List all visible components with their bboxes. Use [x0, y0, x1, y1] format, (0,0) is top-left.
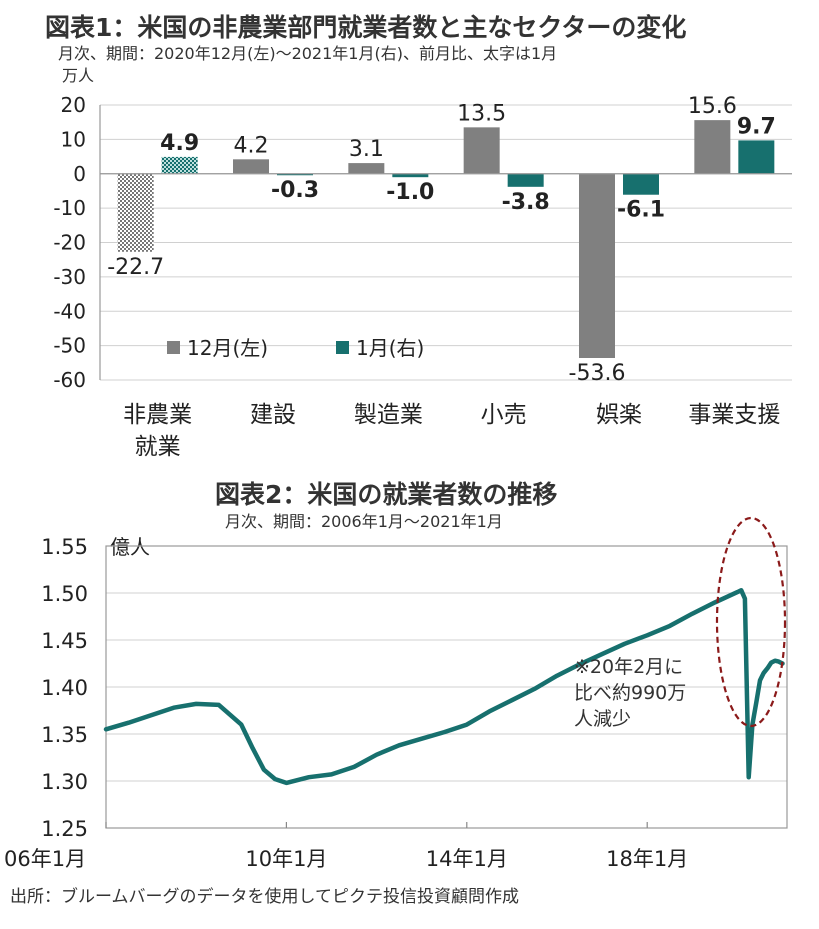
legend-swatch: [167, 341, 180, 354]
category-label: 娯楽: [596, 402, 642, 428]
category-label: 就業: [135, 434, 181, 460]
value-label: 15.6: [688, 94, 737, 119]
value-label: -53.6: [569, 361, 626, 386]
value-label: 4.2: [234, 133, 269, 158]
bar-dec: [348, 163, 385, 174]
bar-jan: [161, 156, 198, 174]
annotation-text: 比べ約990万: [574, 682, 686, 704]
y-tick-label: 1.45: [41, 629, 88, 653]
value-label: 3.1: [349, 137, 384, 162]
bar-jan: [392, 173, 429, 178]
chart1-bar-chart: -22.7 4.9 4.2-0.3 3.1-1.0 13.5 -3.8 -53.6 -6.1 1…: [53, 93, 792, 460]
value-label: 13.5: [457, 101, 506, 126]
chart2-title: 図表2：米国の就業者数の推移: [215, 480, 558, 509]
y-tick-label: 0: [73, 162, 86, 186]
y-tick-label: -50: [53, 334, 86, 358]
chart1-subtitle: 月次、期間：2020年12月(左)～2021年1月(右)、前月比、太字は1月: [58, 44, 558, 63]
chart1-title: 図表1：米国の非農業部門就業者数と主なセクターの変化: [45, 13, 687, 42]
y-tick-label: 1.35: [41, 723, 88, 747]
value-label: -1.0: [386, 180, 434, 205]
y-unit-label: 億人: [110, 535, 150, 559]
y-tick-label: 1.25: [41, 817, 88, 841]
legend-label: 12月(左): [187, 336, 268, 360]
x-tick-label: 18年1月: [606, 847, 688, 871]
value-label: -22.7: [107, 255, 164, 280]
bar-dec: [233, 159, 269, 174]
legend-swatch: [336, 341, 349, 354]
employment-line: [103, 587, 785, 786]
annotation-text: 人減少: [574, 708, 631, 730]
y-tick-label: 1.30: [41, 770, 88, 794]
category-label: 製造業: [354, 402, 423, 428]
category-label: 非農業: [123, 402, 192, 428]
bar-jan: [507, 173, 544, 187]
highlight-ellipse: [715, 516, 787, 728]
source-note: 出所：ブルームバーグのデータを使用してピクテ投信投資顧問作成: [10, 887, 519, 907]
y-tick-label: 10: [61, 127, 86, 151]
y-tick-label: -10: [53, 196, 86, 220]
y-tick-label: -20: [53, 231, 86, 255]
plot-frame: [105, 545, 788, 829]
bar-dec: [579, 173, 615, 358]
x-tick-label: 10年1月: [245, 847, 327, 871]
x-tick-label: 06年1月: [4, 847, 86, 871]
category-label: 小売: [481, 402, 527, 428]
value-label: -3.8: [502, 190, 550, 215]
bar-dec: [117, 173, 154, 252]
annotation-text: ※20年2月に: [574, 656, 683, 678]
bar-dec: [694, 120, 731, 174]
value-label: -0.3: [271, 178, 319, 203]
chart2-subtitle: 月次、期間：2006年1月～2021年1月: [225, 512, 503, 531]
x-tick-label: 14年1月: [426, 847, 508, 871]
value-label: 9.7: [737, 114, 776, 139]
bar-jan: [623, 173, 659, 195]
y-tick-label: 1.40: [41, 676, 88, 700]
y-tick-label: -30: [53, 265, 86, 289]
category-label: 建設: [250, 402, 296, 428]
category-label: 事業支援: [688, 402, 780, 428]
value-label: -6.1: [617, 198, 665, 223]
legend-label: 1月(右): [356, 336, 424, 360]
bar-jan: [277, 173, 313, 176]
y-tick-label: -40: [53, 299, 86, 323]
y-tick-label: -60: [53, 368, 86, 392]
bar-dec: [463, 127, 500, 174]
y-tick-label: 1.50: [41, 582, 88, 606]
chart1-unit-label: 万人: [62, 66, 95, 85]
y-tick-label: 1.55: [41, 535, 88, 559]
y-tick-label: 20: [61, 93, 86, 117]
bar-jan: [738, 140, 775, 174]
value-label: 4.9: [160, 131, 199, 156]
